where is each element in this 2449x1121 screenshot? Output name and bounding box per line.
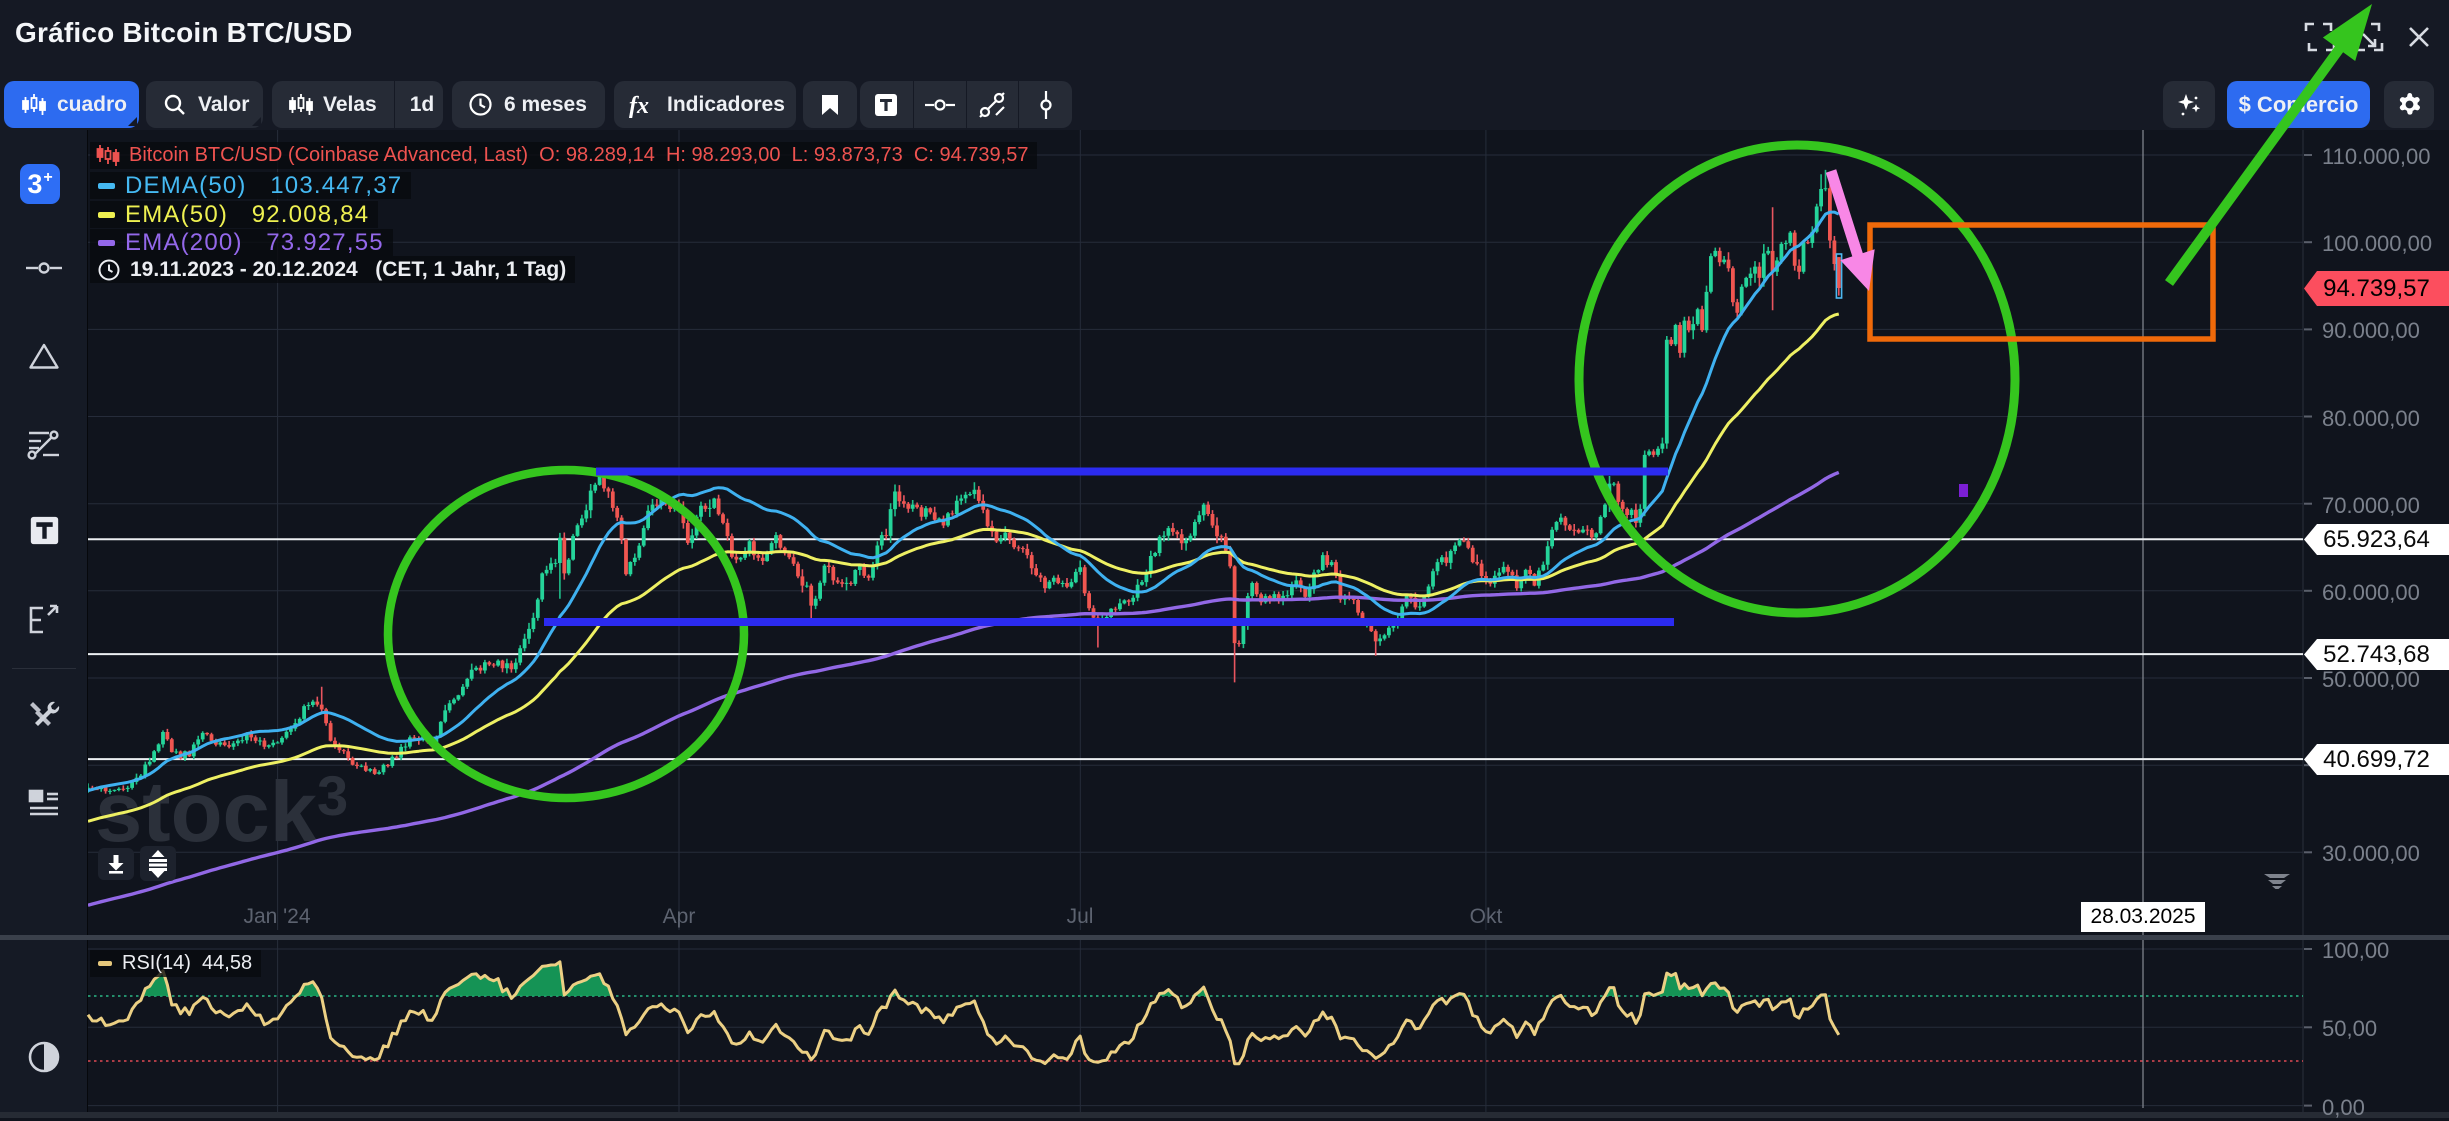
svg-text:fx: fx: [629, 93, 649, 118]
svg-text:stock3: stock3: [95, 764, 348, 860]
